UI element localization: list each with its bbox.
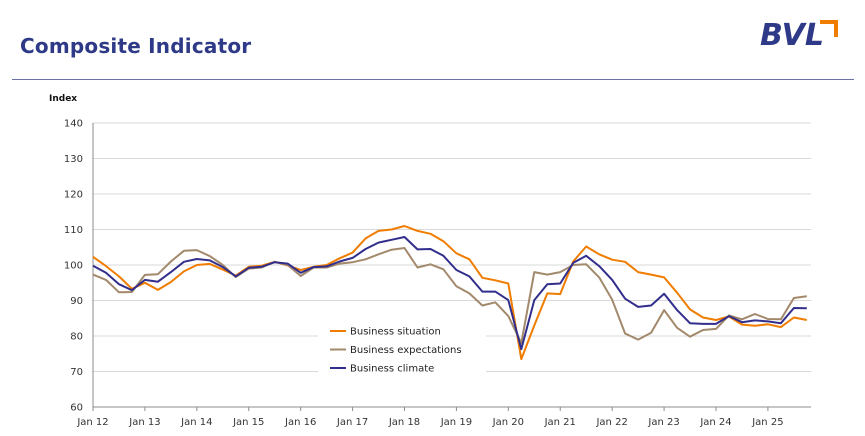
x-tick-label: Jan 21 xyxy=(544,417,576,428)
series-lines xyxy=(92,225,807,361)
header-divider xyxy=(12,79,854,80)
chart-legend: Business situation Business expectations B… xyxy=(318,318,486,380)
x-tick-label: Jan 19 xyxy=(440,417,472,428)
y-tick-label: 80 xyxy=(70,332,83,343)
x-tick-labels: Jan 12 Jan 13 Jan 14 Jan 15 Jan 16 Jan 17 Jan … xyxy=(76,417,783,428)
logo-text: BVL xyxy=(760,18,824,53)
x-tick-label: Jan 23 xyxy=(647,417,679,428)
x-tick-label: Jan 17 xyxy=(336,417,368,428)
y-tick-label: 60 xyxy=(70,403,83,414)
page-title: Composite Indicator xyxy=(20,34,252,58)
logo-accent-icon xyxy=(820,20,838,37)
y-axis-unit-label: Index xyxy=(49,94,77,104)
x-tick-label: Jan 16 xyxy=(284,417,316,428)
y-tick-label: 90 xyxy=(70,296,83,307)
series-line-business-climate xyxy=(92,236,807,351)
y-tick-labels: 60 70 80 90 100 110 120 130 140 xyxy=(64,119,83,414)
series-line-business-expectations xyxy=(92,247,807,345)
legend-label-business-expectations: Business expectations xyxy=(350,345,462,356)
series-line-business-situation xyxy=(92,225,807,361)
y-tick-label: 140 xyxy=(64,119,83,130)
x-tick-label: Jan 24 xyxy=(699,417,731,428)
x-tick-label: Jan 14 xyxy=(180,417,212,428)
x-tick-label: Jan 13 xyxy=(128,417,160,428)
x-tick-label: Jan 25 xyxy=(751,417,783,428)
bvl-logo: BVL xyxy=(760,16,840,58)
legend-label-business-climate: Business climate xyxy=(350,364,434,375)
x-tick-label: Jan 12 xyxy=(76,417,108,428)
x-tick-label: Jan 22 xyxy=(595,417,627,428)
axes xyxy=(92,123,811,411)
x-tick-label: Jan 18 xyxy=(388,417,420,428)
legend-label-business-situation: Business situation xyxy=(350,327,441,338)
x-tick-label: Jan 15 xyxy=(232,417,264,428)
y-tick-label: 100 xyxy=(64,261,83,272)
x-tick-label: Jan 20 xyxy=(492,417,524,428)
y-tick-label: 130 xyxy=(64,154,83,165)
gridlines xyxy=(93,122,811,372)
y-tick-label: 110 xyxy=(64,225,83,236)
y-tick-label: 70 xyxy=(70,367,83,378)
y-tick-label: 120 xyxy=(64,190,83,201)
